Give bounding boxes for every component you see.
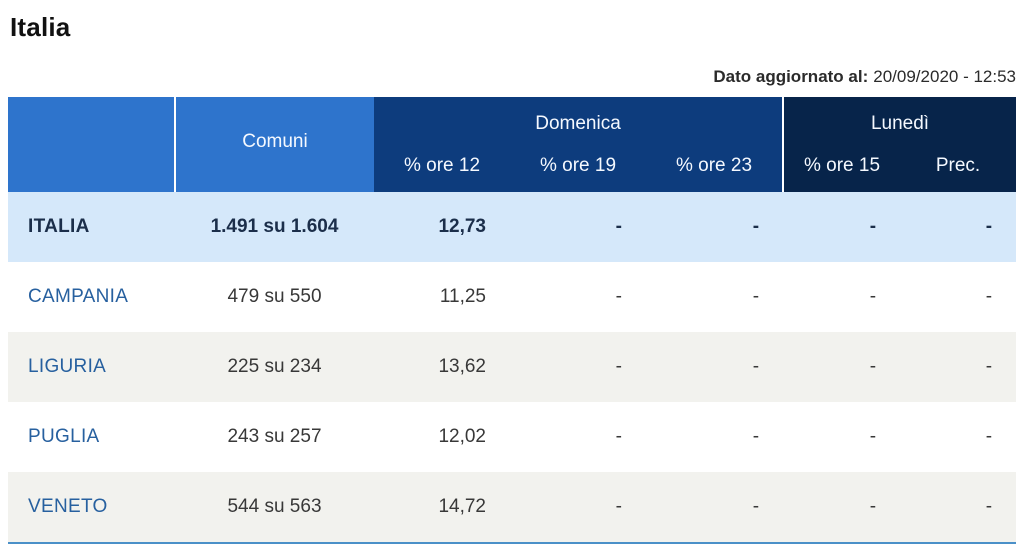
region-label-italia: ITALIA [8,192,175,262]
prec-value: - [900,472,1017,543]
ore19-value: - [615,426,622,447]
ore23-value: - [646,332,784,402]
header-group-lunedi: Lunedì [782,97,1017,143]
ore19-value: - [510,192,646,262]
ore15-value: - [869,426,877,447]
table-row-liguria: LIGURIA 225 su 234 13,62 - - - - [8,332,1017,402]
ore23-value: - [752,286,760,307]
last-updated-value: 20/09/2020 - 12:53 [873,67,1016,86]
prec-value: - [900,192,1017,262]
ore19-value: - [510,472,646,543]
ore23-value: - [646,192,784,262]
table-row-puglia: PUGLIA 243 su 257 12,02 - - - - [8,402,1016,472]
last-updated: Dato aggiornato al: 20/09/2020 - 12:53 [8,67,1016,87]
header-comuni: Comuni [174,97,374,192]
comuni-value: 479 su 550 [227,286,322,307]
ore19-value: - [615,286,622,307]
table-row-campania: CAMPANIA 479 su 550 11,25 - - - - [8,262,1016,332]
comuni-value: 243 su 257 [227,426,322,447]
ore12-value: 14,72 [374,472,510,543]
header-group-domenica: Domenica [374,97,784,143]
region-link-veneto[interactable]: VENETO [8,472,175,543]
page-title: Italia [10,12,71,42]
ore15-value: - [783,332,901,402]
header-region-empty [8,97,175,192]
table-row-italia: ITALIA 1.491 su 1.604 12,73 - - - - [8,192,1017,262]
ore12-value: 12,73 [374,192,510,262]
comuni-value: 1.491 su 1.604 [175,192,374,262]
region-link-campania[interactable]: CAMPANIA [28,286,129,307]
comuni-value: 544 su 563 [175,472,374,543]
ore12-value: 12,02 [438,426,486,447]
region-link-liguria[interactable]: LIGURIA [8,332,175,402]
ore23-value: - [752,426,760,447]
turnout-table: Comuni Domenica Lunedì % ore 12 % ore 19… [8,97,1017,544]
ore23-value: - [646,472,784,543]
header-ore12: % ore 12 [374,143,510,192]
region-link-puglia[interactable]: PUGLIA [28,426,100,447]
table-row-veneto: VENETO 544 su 563 14,72 - - - - [8,472,1017,543]
ore12-value: 11,25 [439,286,486,307]
ore15-value: - [783,192,901,262]
ore15-value: - [783,472,901,543]
comuni-value: 225 su 234 [175,332,374,402]
header-prec: Prec. [900,143,1017,192]
ore15-value: - [869,286,877,307]
prec-value: - [985,426,993,447]
header-ore15: % ore 15 [782,143,901,192]
last-updated-label: Dato aggiornato al: [713,67,869,86]
header-ore19: % ore 19 [510,143,646,192]
prec-value: - [985,286,993,307]
ore12-value: 13,62 [374,332,510,402]
prec-value: - [900,332,1017,402]
ore19-value: - [510,332,646,402]
header-ore23: % ore 23 [646,143,784,192]
